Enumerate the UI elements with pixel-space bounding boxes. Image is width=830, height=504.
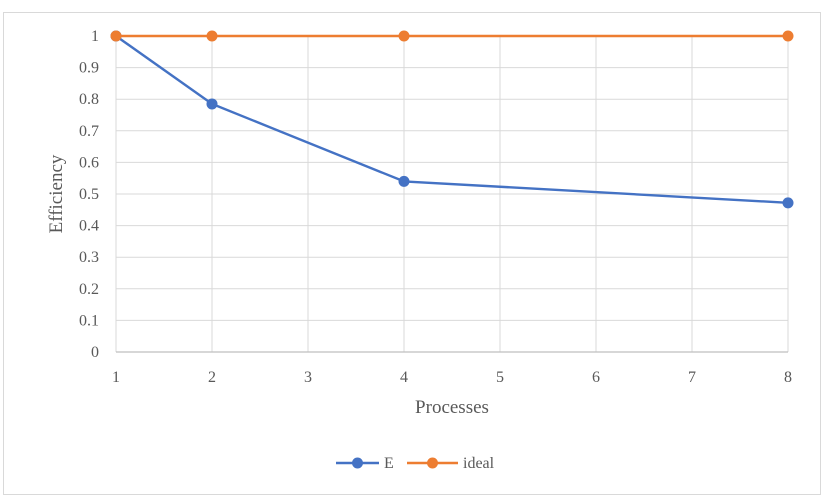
x-tick-label: 1 xyxy=(112,369,120,386)
y-tick-label: 0.1 xyxy=(79,312,99,329)
data-point-ideal xyxy=(110,30,122,42)
label-layer: 0 0.1 0.2 0.3 0.4 0.5 0.6 0.7 0.8 0.9 1 1 2 3 4 5 6 7 8 xyxy=(79,28,792,386)
legend-marker-e xyxy=(352,457,363,469)
x-tick-label: 8 xyxy=(784,369,792,386)
legend-label-ideal: ideal xyxy=(463,455,495,472)
y-tick-label: 0.7 xyxy=(79,123,99,140)
data-point-ideal xyxy=(206,30,218,42)
data-point-ideal xyxy=(398,30,410,42)
y-tick-label: 0.5 xyxy=(79,186,99,203)
data-point-e xyxy=(206,98,218,110)
x-axis-title: Processes xyxy=(415,397,489,418)
series-line-e xyxy=(115,35,789,204)
x-tick-label: 7 xyxy=(688,369,696,386)
y-axis-title: Efficiency xyxy=(46,154,67,233)
y-tick-label: 0.2 xyxy=(79,281,99,298)
series-layer xyxy=(110,30,794,209)
grid-layer xyxy=(115,35,789,352)
y-tick-label: 0.8 xyxy=(79,91,99,108)
x-tick-label: 6 xyxy=(592,369,600,386)
data-point-e xyxy=(782,197,794,209)
y-tick-label: 0.6 xyxy=(79,154,99,171)
x-tick-label: 5 xyxy=(496,369,504,386)
x-tick-label: 3 xyxy=(304,369,312,386)
data-point-e xyxy=(398,175,410,187)
y-tick-label: 1 xyxy=(91,28,99,45)
y-tick-label: 0.9 xyxy=(79,60,99,77)
y-tick-label: 0.3 xyxy=(79,249,99,266)
data-point-ideal xyxy=(782,30,794,42)
chart-frame xyxy=(3,12,821,495)
legend-label-e: E xyxy=(384,455,394,472)
x-tick-label: 4 xyxy=(400,369,408,386)
legend-marker-ideal xyxy=(427,457,438,469)
x-tick-label: 2 xyxy=(208,369,216,386)
y-tick-label: 0 xyxy=(91,344,99,361)
y-tick-label: 0.4 xyxy=(79,218,99,235)
